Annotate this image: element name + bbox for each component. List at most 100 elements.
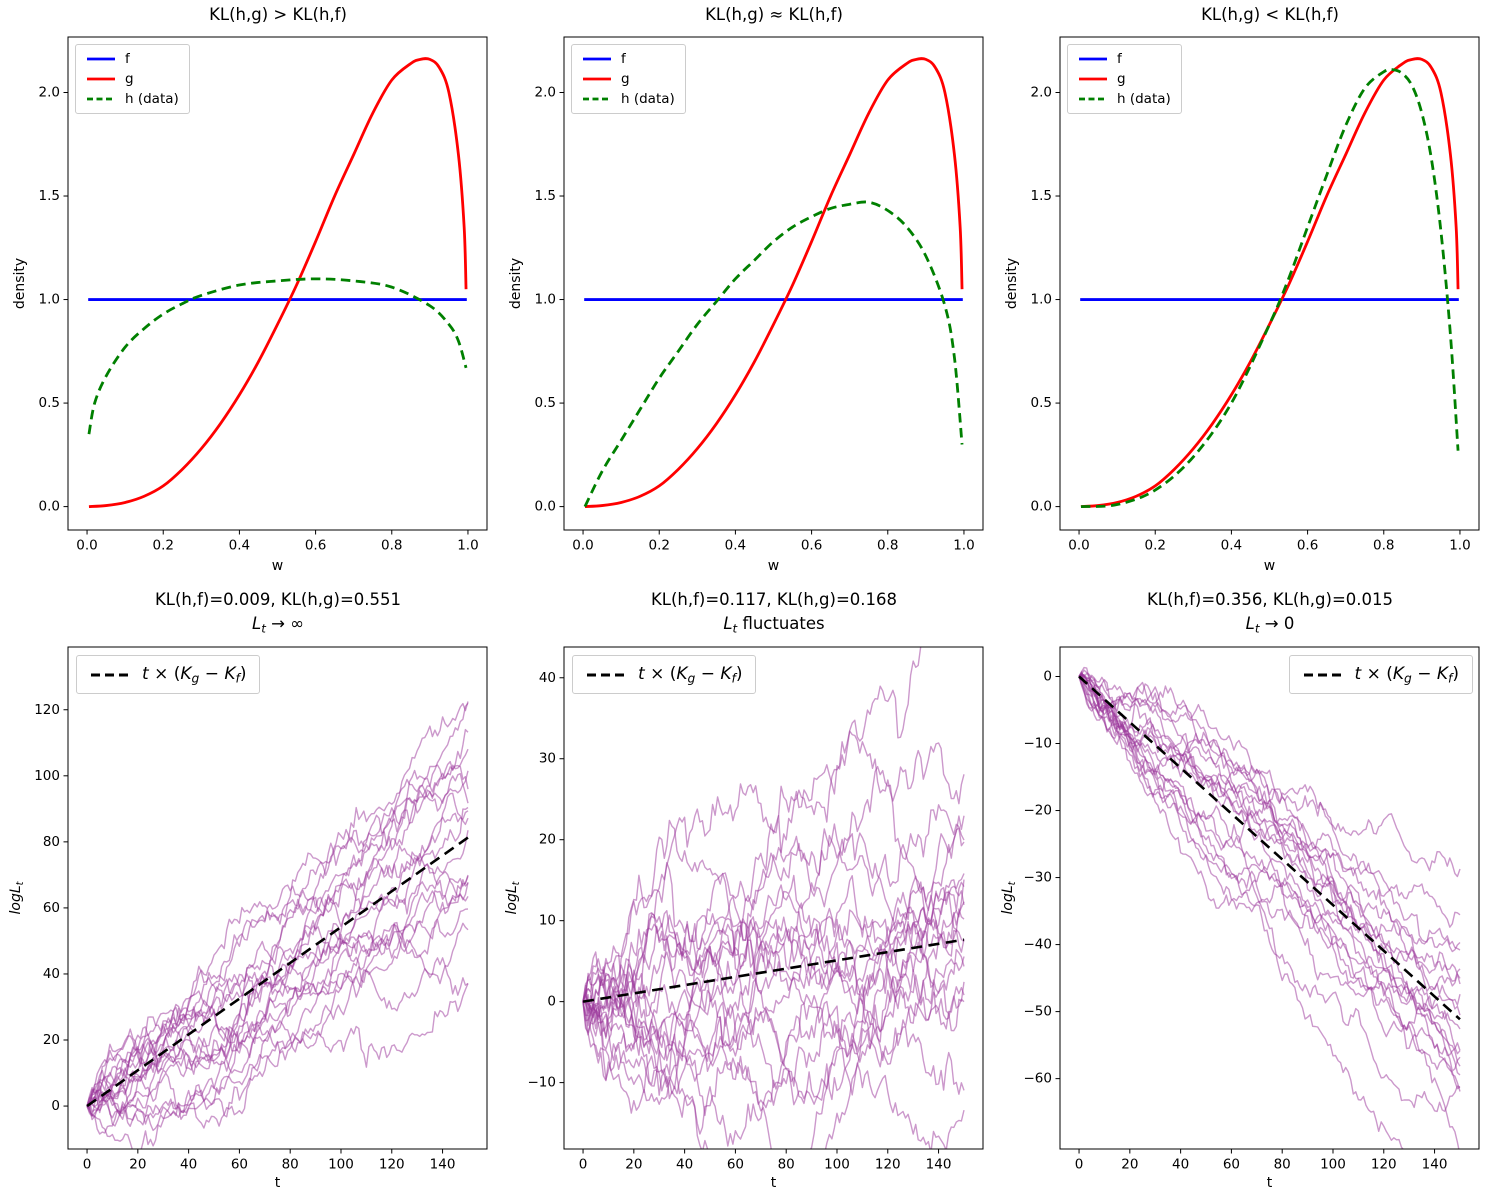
likelihood-trajectory xyxy=(86,983,469,1149)
legend-label: f xyxy=(125,51,130,67)
x-tick-label: 0.6 xyxy=(305,538,326,554)
legend-line-swatch xyxy=(1303,673,1342,677)
likelihood-trajectory xyxy=(1078,669,1461,1057)
y-axis-label: logLt xyxy=(1000,880,1018,914)
legend-entry: t × (Kg − Kf) xyxy=(90,664,246,685)
legend-line-swatch xyxy=(87,57,115,61)
panel-loglikelihood-fluctuates: KL(h,f)=0.117, KL(h,g)=0.168 Lt fluctuat… xyxy=(496,582,992,1190)
legend-guide-line: t × (Kg − Kf) xyxy=(76,655,261,695)
x-tick-label: 0.4 xyxy=(229,538,250,554)
panel-loglikelihood-diverges: KL(h,f)=0.009, KL(h,g)=0.551 Lt → ∞ 0 20 4… xyxy=(0,582,496,1190)
likelihood-trajectory xyxy=(582,647,922,1022)
legend-line-swatch xyxy=(1079,57,1107,61)
y-tick-label: −60 xyxy=(1024,1071,1053,1087)
legend-entry: g xyxy=(582,71,675,87)
x-tick-label: 0 xyxy=(1075,1157,1084,1173)
legend-line-swatch xyxy=(91,673,129,677)
x-tick-label: 120 xyxy=(379,1157,405,1173)
curve-g xyxy=(88,57,468,508)
y-tick-label: 0 xyxy=(1043,668,1052,684)
legend-entry: g xyxy=(1078,71,1171,87)
x-tick-label: 0.6 xyxy=(801,538,822,554)
likelihood-trajectory xyxy=(1078,671,1461,991)
likelihood-trajectory xyxy=(1078,675,1461,951)
likelihood-trajectory xyxy=(1078,676,1404,1149)
x-tick-label: 1.0 xyxy=(457,538,478,554)
likelihood-trajectory xyxy=(582,973,965,1149)
legend-entry: g xyxy=(86,71,179,87)
x-tick-label: 120 xyxy=(1371,1157,1397,1173)
y-tick-label: 30 xyxy=(539,751,556,767)
y-tick-label: 2.0 xyxy=(39,84,60,100)
y-tick-label: −10 xyxy=(528,1075,557,1091)
likelihood-trajectory xyxy=(1078,676,1460,1149)
likelihood-trajectory xyxy=(582,913,965,1062)
x-tick-label: 0 xyxy=(579,1157,588,1173)
curve-h--data- xyxy=(87,277,468,435)
legend-label: t × (Kg − Kf) xyxy=(1354,664,1459,686)
legend-entry: f xyxy=(1078,51,1171,67)
y-axis: −60 −50 −40 −30 −20 −10 0 xyxy=(1024,668,1060,1087)
x-tick-label: 60 xyxy=(231,1157,248,1173)
legend-label: f xyxy=(1117,51,1122,67)
likelihood-trajectory xyxy=(582,730,965,1050)
legend-entry: h (data) xyxy=(86,91,179,107)
likelihood-trajectory xyxy=(582,879,965,1008)
y-tick-label: 80 xyxy=(43,834,60,850)
x-axis: 0.0 0.2 0.4 0.6 0.8 1.0 xyxy=(572,530,975,554)
x-axis-label: w xyxy=(272,558,283,574)
y-tick-label: 1.5 xyxy=(535,188,556,204)
loglik-plot-fluctuates: 0 20 40 60 80 100 120 140 −10 0 10 20 30 40 t logLt xyxy=(504,646,984,1190)
likelihood-trajectory xyxy=(1078,673,1461,979)
legend-label: f xyxy=(621,51,626,67)
legend-entry: h (data) xyxy=(582,91,675,107)
legend-guide-line: t × (Kg − Kf) xyxy=(572,655,757,695)
y-tick-label: 10 xyxy=(539,913,556,929)
loglik-plot-diverges: 0 20 40 60 80 100 120 140 0 20 40 60 80 100 120 t logLt xyxy=(8,646,488,1190)
plot-area-content xyxy=(87,57,468,508)
x-axis: 0 20 40 60 80 100 120 140 xyxy=(1075,1149,1447,1173)
axes-spines xyxy=(1059,646,1480,1150)
likelihood-trajectory xyxy=(86,870,469,1132)
y-tick-label: 0.0 xyxy=(535,499,556,515)
x-tick-label: 0.2 xyxy=(152,538,173,554)
likelihood-trajectory xyxy=(86,806,469,1115)
y-tick-label: 2.0 xyxy=(1031,84,1052,100)
y-tick-label: 40 xyxy=(43,966,60,982)
x-tick-label: 0.8 xyxy=(1373,538,1394,554)
x-tick-label: 20 xyxy=(129,1157,146,1173)
legend-line-swatch xyxy=(87,97,115,101)
likelihood-trajectory xyxy=(582,884,965,1053)
likelihood-trajectory xyxy=(582,947,965,1067)
y-tick-label: 0 xyxy=(547,994,556,1010)
likelihood-trajectory xyxy=(86,770,469,1117)
x-tick-label: 40 xyxy=(676,1157,693,1173)
y-tick-label: −10 xyxy=(1024,736,1053,752)
y-tick-label: −30 xyxy=(1024,870,1053,886)
likelihood-trajectory xyxy=(86,748,469,1107)
panel-density-kl-greater: KL(h,g) > KL(h,f) 0.0 0.2 0.4 0.6 0.8 1.0 0.0 0… xyxy=(0,0,496,582)
x-tick-label: 140 xyxy=(430,1157,456,1173)
legend-line-swatch xyxy=(587,673,625,677)
likelihood-trajectory xyxy=(86,879,469,1107)
plot-area-content xyxy=(1080,57,1460,508)
x-axis-label: w xyxy=(1264,558,1275,574)
plot-area-content xyxy=(582,647,965,1149)
y-tick-label: 0.5 xyxy=(535,395,556,411)
y-tick-label: −50 xyxy=(1024,1004,1053,1020)
x-axis-label: w xyxy=(768,558,779,574)
axes-spines xyxy=(67,36,488,531)
legend-line-swatch xyxy=(87,77,115,81)
y-tick-label: 2.0 xyxy=(535,84,556,100)
legend-label: h (data) xyxy=(125,91,179,107)
legend-label: t × (Kg − Kf) xyxy=(638,664,743,686)
likelihood-trajectory xyxy=(86,728,469,1107)
y-tick-label: 1.0 xyxy=(1031,292,1052,308)
curve-h--data- xyxy=(583,200,964,508)
likelihood-trajectory xyxy=(1078,673,1461,1072)
y-tick-label: 20 xyxy=(43,1032,60,1048)
y-tick-label: 0.5 xyxy=(1031,395,1052,411)
y-axis: 0 20 40 60 80 100 120 xyxy=(34,702,68,1114)
legend-label: g xyxy=(621,71,630,87)
